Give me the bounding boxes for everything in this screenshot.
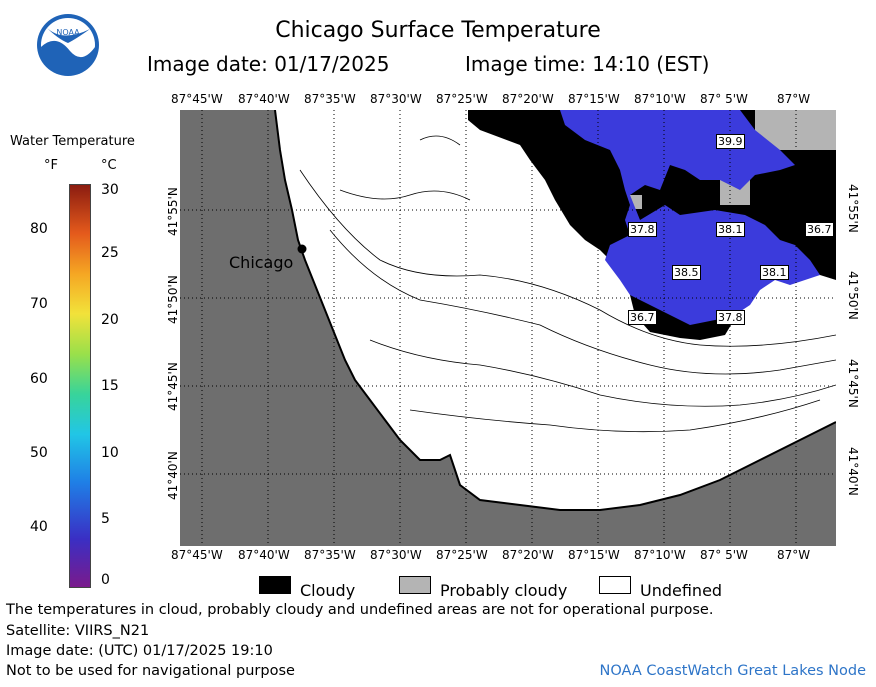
f-tick: 50 <box>30 445 48 461</box>
city-label: Chicago <box>229 253 294 272</box>
lon-label: 87°W <box>777 92 811 106</box>
utc-date-text: Image date: (UTC) 01/17/2025 19:10 <box>6 643 273 659</box>
image-time: Image time: 14:10 (EST) <box>465 52 710 76</box>
depth-contours <box>299 135 836 433</box>
f-tick: 40 <box>30 519 48 535</box>
temp-label: 37.8 <box>716 310 745 325</box>
lon-label: 87°30'W <box>370 92 422 106</box>
c-tick: 20 <box>101 312 119 328</box>
temp-label: 37.8 <box>628 222 657 237</box>
lat-label: 41°45'N <box>846 359 860 408</box>
lon-label: 87°10'W <box>634 548 686 562</box>
legend-swatch-probably-cloudy <box>399 576 431 594</box>
lat-label: 41°55'N <box>846 184 860 233</box>
f-tick: 60 <box>30 371 48 387</box>
lon-label: 87°20'W <box>502 548 554 562</box>
chicago-marker <box>297 244 307 254</box>
lon-label: 87°35'W <box>304 92 356 106</box>
legend-label-undefined: Undefined <box>640 581 723 600</box>
node-label: NOAA CoastWatch Great Lakes Node <box>599 663 866 679</box>
land-area <box>180 110 836 546</box>
legend-swatch-cloudy <box>259 576 291 594</box>
lon-label: 87°30'W <box>370 548 422 562</box>
legend-label-probably-cloudy: Probably cloudy <box>440 581 568 600</box>
lat-label: 41°45'N <box>166 362 180 411</box>
lat-label: 41°50'N <box>166 275 180 324</box>
lon-label: 87°15'W <box>568 548 620 562</box>
temp-label: 36.7 <box>628 310 657 325</box>
page-title: Chicago Surface Temperature <box>275 18 601 43</box>
disclaimer-text: The temperatures in cloud, probably clou… <box>6 602 714 618</box>
color-scale-bar <box>69 184 91 588</box>
temp-label: 36.7 <box>805 222 834 237</box>
lat-label: 41°50'N <box>846 271 860 320</box>
lon-label: 87°35'W <box>304 548 356 562</box>
image-date: Image date: 01/17/2025 <box>147 52 390 76</box>
navigation-warning: Not to be used for navigational purpose <box>6 663 295 679</box>
temp-label: 39.9 <box>716 134 745 149</box>
lon-label: 87°15'W <box>568 92 620 106</box>
temperature-map <box>180 110 836 546</box>
c-tick: 15 <box>101 378 119 394</box>
lon-label: 87° 5'W <box>700 92 748 106</box>
unit-fahrenheit: °F <box>44 158 58 173</box>
c-tick: 0 <box>101 572 110 588</box>
lon-label: 87°45'W <box>171 92 223 106</box>
f-tick: 70 <box>30 296 48 312</box>
temp-label: 38.5 <box>672 265 701 280</box>
temp-label: 38.1 <box>760 265 789 280</box>
lon-label: 87°40'W <box>238 92 290 106</box>
legend-label-cloudy: Cloudy <box>300 581 356 600</box>
legend-swatch-undefined <box>599 576 631 594</box>
temp-label: 38.1 <box>716 222 745 237</box>
lon-label: 87° 5'W <box>700 548 748 562</box>
lon-label: 87°10'W <box>634 92 686 106</box>
lat-lon-grid <box>180 110 836 546</box>
lon-label: 87°40'W <box>238 548 290 562</box>
lat-label: 41°40'N <box>166 451 180 500</box>
c-tick: 5 <box>101 511 110 527</box>
lon-label: 87°20'W <box>502 92 554 106</box>
scale-title: Water Temperature <box>10 134 135 149</box>
unit-celsius: °C <box>101 158 117 173</box>
c-tick: 10 <box>101 445 119 461</box>
satellite-text: Satellite: VIIRS_N21 <box>6 623 150 639</box>
lon-label: 87°45'W <box>171 548 223 562</box>
lon-label: 87°25'W <box>436 92 488 106</box>
lon-label: 87°W <box>777 548 811 562</box>
c-tick: 25 <box>101 245 119 261</box>
noaa-logo: NOAA <box>37 14 99 76</box>
c-tick: 30 <box>101 182 119 198</box>
lon-label: 87°25'W <box>436 548 488 562</box>
lat-label: 41°40'N <box>846 447 860 496</box>
lat-label: 41°55'N <box>166 187 180 236</box>
f-tick: 80 <box>30 221 48 237</box>
temp-region <box>560 110 820 325</box>
logo-text: NOAA <box>56 28 80 37</box>
